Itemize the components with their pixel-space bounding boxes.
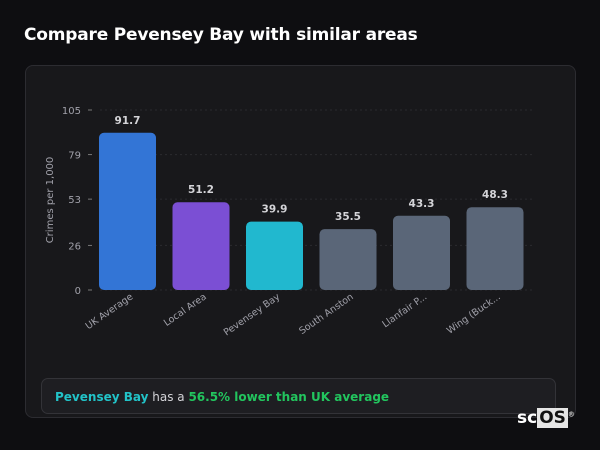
data-label: 43.3 bbox=[409, 198, 435, 210]
bar-1 bbox=[172, 202, 230, 290]
data-label: 51.2 bbox=[188, 184, 214, 196]
bar-4 bbox=[393, 215, 450, 290]
y-tick-label: 53 bbox=[68, 195, 81, 206]
summary-box: Pevensey Bay has a 56.5% lower than UK a… bbox=[41, 378, 556, 414]
summary-comparison: 56.5% lower than UK average bbox=[188, 390, 390, 404]
y-tick-label: 105 bbox=[62, 106, 81, 117]
data-label: 35.5 bbox=[335, 211, 361, 223]
x-tick-label: South Anston bbox=[297, 291, 355, 337]
x-tick-label: UK Average bbox=[84, 291, 136, 332]
y-tick-label: 26 bbox=[68, 241, 81, 252]
summary-area: Pevensey Bay bbox=[55, 390, 149, 404]
y-tick-label: 79 bbox=[68, 151, 81, 162]
y-axis-label: Crimes per 1,000 bbox=[45, 157, 56, 244]
x-tick-label: Wing (Buck... bbox=[445, 291, 503, 336]
x-tick-label: Llanfair P... bbox=[380, 291, 429, 330]
bar-2 bbox=[246, 221, 303, 290]
data-label: 91.7 bbox=[115, 115, 141, 127]
bar-5 bbox=[466, 207, 524, 290]
y-tick-label: 0 bbox=[75, 286, 81, 297]
scos-logo: sc OS ® bbox=[517, 408, 575, 428]
x-tick-label: Pevensey Bay bbox=[222, 291, 283, 338]
bar-0 bbox=[99, 132, 156, 290]
data-label: 48.3 bbox=[482, 189, 508, 201]
page-title: Compare Pevensey Bay with similar areas bbox=[24, 25, 418, 45]
summary-connector: has a bbox=[148, 390, 189, 404]
data-label: 39.9 bbox=[262, 204, 288, 216]
bar-3 bbox=[319, 229, 377, 290]
x-tick-label: Local Area bbox=[162, 291, 209, 328]
